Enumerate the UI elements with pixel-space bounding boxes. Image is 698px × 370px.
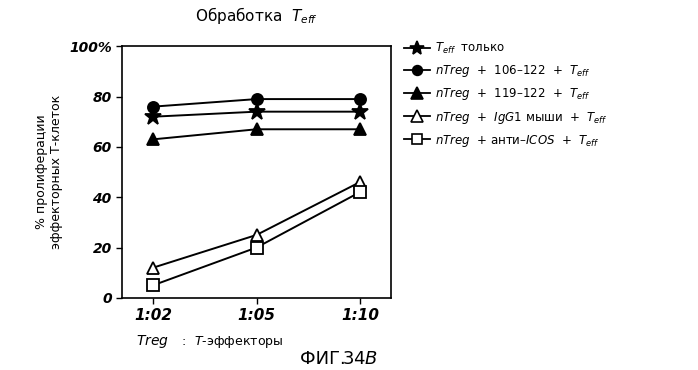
Y-axis label: % пролиферации
эффекторных Т-клеток: % пролиферации эффекторных Т-клеток xyxy=(36,95,64,249)
Text: $\mathbf{\mathit{Treg}}$: $\mathbf{\mathit{Treg}}$ xyxy=(136,333,169,350)
Legend: $\mathit{T}_{eff}$  только, $\mathit{nTreg}$  +  106–122  +  $\mathit{T}_{eff}$,: $\mathit{T}_{eff}$ только, $\mathit{nTre… xyxy=(404,41,607,149)
Text: :  $\mathit{Т}$-эффекторы: : $\mathit{Т}$-эффекторы xyxy=(178,334,283,350)
Text: ФИГ.: ФИГ. xyxy=(300,350,352,368)
Text: $\mathbf{\mathit{34B}}$: $\mathbf{\mathit{34B}}$ xyxy=(342,350,378,368)
Text: Обработка  $\mathit{T}_{eff}$: Обработка $\mathit{T}_{eff}$ xyxy=(195,5,318,26)
